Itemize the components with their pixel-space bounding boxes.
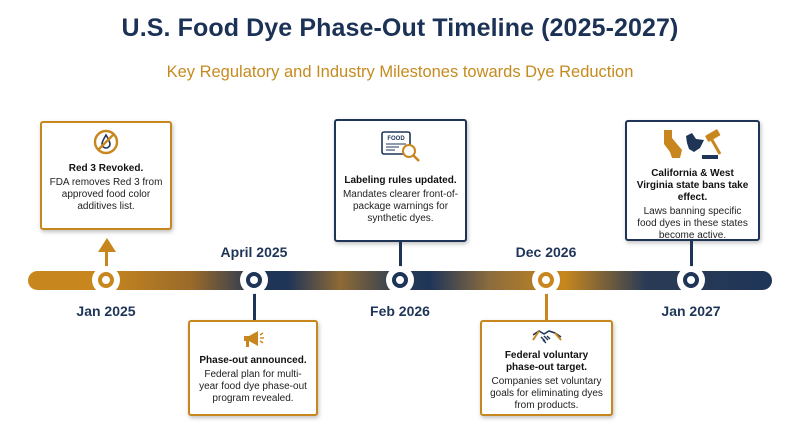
arrow-up-icon (98, 238, 116, 252)
connector (253, 292, 256, 320)
milestone-title: Phase-out announced. (199, 355, 307, 366)
milestone-card-state-bans: California & West Virginia state bans ta… (625, 120, 760, 241)
milestone-card-labeling-rules: FOOD Labeling rules updated. Mandates cl… (334, 119, 467, 242)
milestone-description: Mandates clearer front-of-package warnin… (342, 189, 459, 224)
milestone-title: Labeling rules updated. (344, 175, 457, 186)
milestone-description: FDA removes Red 3 from approved food col… (49, 177, 163, 212)
milestone-description: Companies set voluntary goals for elimin… (490, 376, 603, 411)
timeline-node-apr-2025 (240, 266, 268, 294)
date-label: Feb 2026 (370, 303, 430, 319)
timeline-node-feb-2026 (386, 266, 414, 294)
milestone-card-red3: Red 3 Revoked. FDA removes Red 3 from ap… (40, 121, 172, 230)
megaphone-icon (244, 331, 264, 347)
milestone-title: Federal voluntary phase-out target. (504, 350, 589, 373)
connector (105, 250, 108, 272)
connector (690, 241, 693, 272)
milestone-card-voluntary-target: Federal voluntary phase-out target. Comp… (480, 320, 613, 416)
date-label: Jan 2027 (661, 303, 721, 319)
page-title: U.S. Food Dye Phase-Out Timeline (2025-2… (121, 14, 679, 42)
milestone-title: Red 3 Revoked. (68, 163, 144, 174)
no-dye-icon (93, 129, 119, 155)
timeline-node-dec-2026 (532, 266, 560, 294)
food-label-text: FOOD (387, 136, 405, 142)
page-subtitle: Key Regulatory and Industry Milestones t… (166, 63, 634, 81)
milestone-description: Federal plan for multi-year food dye pha… (199, 369, 307, 404)
timeline-node-jan-2025 (92, 266, 120, 294)
timeline-node-jan-2027 (677, 266, 705, 294)
date-label: April 2025 (220, 244, 288, 260)
handshake-icon (531, 330, 562, 344)
date-label: Dec 2026 (515, 244, 577, 260)
date-label: Jan 2025 (76, 303, 136, 319)
milestone-description: Laws banning specific food dyes in these… (637, 206, 748, 241)
states-gavel-icon (663, 129, 721, 159)
connector (399, 242, 402, 272)
connector (545, 292, 548, 320)
milestone-card-phase-out-announced: Phase-out announced. Federal plan for mu… (188, 320, 318, 416)
food-label-magnifier-icon: FOOD (380, 131, 420, 162)
milestone-title: California & West Virginia state bans ta… (636, 168, 749, 203)
